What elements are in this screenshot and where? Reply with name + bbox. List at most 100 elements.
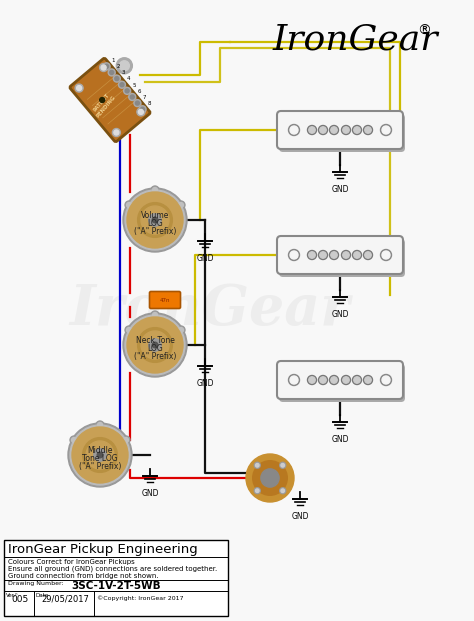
Circle shape: [353, 376, 362, 384]
Circle shape: [281, 489, 284, 492]
Circle shape: [331, 252, 337, 258]
Circle shape: [151, 186, 159, 194]
Circle shape: [75, 84, 83, 92]
Circle shape: [364, 250, 373, 260]
Circle shape: [381, 124, 392, 135]
Circle shape: [125, 190, 185, 250]
Circle shape: [253, 461, 287, 496]
Text: IronGear: IronGear: [272, 22, 438, 56]
Circle shape: [96, 421, 104, 429]
Circle shape: [141, 206, 169, 234]
Circle shape: [353, 125, 362, 135]
Circle shape: [129, 94, 136, 101]
Circle shape: [100, 97, 105, 102]
Text: Drawing Number:: Drawing Number:: [8, 581, 64, 586]
Text: Colours Correct for IronGear Pickups: Colours Correct for IronGear Pickups: [8, 559, 135, 565]
Text: 4: 4: [127, 76, 131, 81]
Text: ("A" Prefix): ("A" Prefix): [134, 227, 176, 237]
Text: ("A" Prefix): ("A" Prefix): [134, 352, 176, 361]
Circle shape: [94, 449, 106, 461]
Text: GND: GND: [331, 310, 349, 319]
Text: Neck Tone: Neck Tone: [136, 337, 174, 345]
FancyBboxPatch shape: [279, 239, 405, 277]
Circle shape: [308, 376, 317, 384]
Circle shape: [341, 250, 350, 260]
Text: GND: GND: [141, 489, 159, 498]
Text: Ensure all ground (GND) connections are soldered together.: Ensure all ground (GND) connections are …: [8, 566, 217, 573]
Circle shape: [139, 106, 146, 113]
Circle shape: [98, 422, 102, 427]
Text: Middle: Middle: [87, 446, 113, 455]
Text: Volume: Volume: [141, 211, 169, 220]
Circle shape: [319, 125, 328, 135]
Circle shape: [280, 462, 286, 468]
Circle shape: [82, 438, 118, 473]
Circle shape: [308, 250, 317, 260]
Text: 7: 7: [143, 95, 146, 100]
Circle shape: [97, 452, 103, 458]
Circle shape: [112, 129, 120, 137]
Circle shape: [123, 313, 187, 377]
Circle shape: [151, 311, 159, 319]
Circle shape: [125, 326, 133, 334]
Text: 29/05/2017: 29/05/2017: [41, 595, 89, 604]
Circle shape: [179, 202, 183, 207]
Circle shape: [329, 125, 338, 135]
Circle shape: [153, 312, 157, 317]
Circle shape: [100, 63, 108, 71]
Circle shape: [136, 101, 139, 105]
Text: LOG: LOG: [147, 344, 163, 353]
Circle shape: [331, 127, 337, 133]
Circle shape: [108, 69, 115, 76]
Circle shape: [127, 202, 131, 207]
Circle shape: [320, 127, 326, 133]
Circle shape: [122, 436, 130, 444]
Circle shape: [177, 326, 185, 334]
Text: 6: 6: [137, 89, 141, 94]
Circle shape: [254, 462, 260, 468]
Circle shape: [101, 65, 106, 70]
Circle shape: [343, 377, 349, 383]
Circle shape: [116, 58, 132, 74]
Circle shape: [125, 89, 129, 93]
FancyBboxPatch shape: [277, 361, 403, 399]
Circle shape: [103, 63, 110, 70]
Circle shape: [114, 130, 119, 135]
Circle shape: [130, 95, 134, 99]
Circle shape: [115, 76, 119, 81]
Circle shape: [152, 217, 158, 223]
Text: ©Copyright: IronGear 2017: ©Copyright: IronGear 2017: [97, 595, 183, 601]
Text: 8: 8: [148, 101, 151, 106]
Circle shape: [341, 376, 350, 384]
Circle shape: [179, 327, 183, 332]
Text: ("A" Prefix): ("A" Prefix): [79, 462, 121, 471]
Circle shape: [125, 315, 185, 375]
Text: Ver.ⁿ: Ver.ⁿ: [6, 593, 18, 598]
Circle shape: [124, 438, 128, 443]
Circle shape: [70, 436, 78, 444]
Circle shape: [381, 250, 392, 260]
Circle shape: [118, 81, 126, 88]
Circle shape: [124, 88, 131, 94]
Circle shape: [72, 427, 128, 483]
Circle shape: [329, 250, 338, 260]
Circle shape: [149, 339, 161, 351]
Circle shape: [365, 252, 371, 258]
Circle shape: [329, 376, 338, 384]
Text: 3: 3: [122, 70, 126, 75]
Circle shape: [331, 377, 337, 383]
Circle shape: [381, 374, 392, 386]
Circle shape: [354, 252, 360, 258]
Circle shape: [261, 469, 279, 487]
Circle shape: [123, 188, 187, 252]
Circle shape: [280, 487, 286, 494]
Circle shape: [105, 65, 109, 68]
Bar: [4, 540, 228, 616]
Text: 2: 2: [117, 64, 120, 69]
Text: Ground connection from bridge not shown.: Ground connection from bridge not shown.: [8, 573, 159, 579]
Circle shape: [290, 251, 298, 259]
Circle shape: [177, 201, 185, 209]
Circle shape: [320, 377, 326, 383]
Text: 3SC-1V-2T-5WB: 3SC-1V-2T-5WB: [71, 581, 161, 591]
Circle shape: [365, 127, 371, 133]
